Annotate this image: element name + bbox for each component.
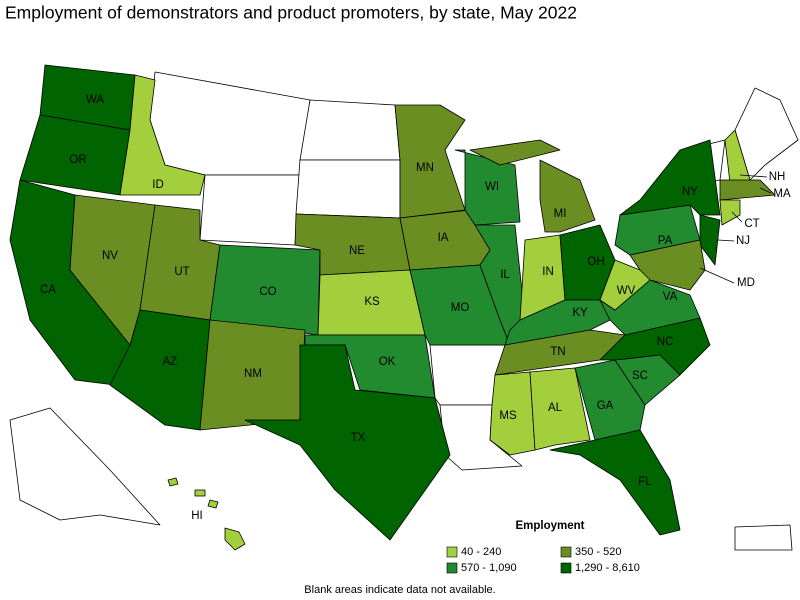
map-title: Employment of demonstrators and product … [5,3,577,23]
legend-swatch [446,562,458,574]
state-label: SC [632,370,648,382]
state-shape [549,429,681,536]
state-shape [244,344,451,541]
state-shape [9,407,161,526]
state-label: UT [174,266,189,278]
state-label: CT [744,218,759,230]
legend-label: 350 - 520 [575,546,621,558]
state-label: GA [597,400,614,412]
state-label: AL [548,402,563,414]
state-label: OR [69,154,86,166]
state-label: TX [351,432,366,444]
state-label: MO [451,302,470,314]
leader-line [717,239,735,242]
state-label: NM [244,368,262,380]
state-shape [469,139,596,233]
state-shape [474,224,526,346]
state-shape [699,214,721,266]
leader-line [731,211,743,223]
state-label: MN [416,162,434,174]
leader-line [759,187,772,194]
legend-swatch [560,546,572,558]
state-label: OK [379,356,396,368]
state-label: IL [500,269,510,281]
state-label: OH [587,256,604,268]
legend-title: Employment [515,520,584,532]
state-shape [719,179,776,201]
state-label: KS [364,296,380,308]
state-label: HI [191,510,203,522]
state-shape [574,359,646,441]
legend-swatch [446,546,458,558]
legend-swatch [560,562,572,574]
state-label: ID [152,179,164,191]
state-label: CA [40,284,56,296]
state-label: MS [499,410,517,422]
state-label: FL [638,476,652,488]
state-labels: WA OR CA ID NV UT AZ CO NM NE KS OK TX M… [40,94,791,522]
legend-label: 1,290 - 8,610 [575,562,640,574]
state-label: WA [86,94,104,106]
state-label: VA [663,291,678,303]
leader-line [739,174,768,178]
state-shape [619,139,721,216]
state-shape [734,524,793,551]
note: Blank areas indicate data not available. [304,584,495,596]
state-shape [529,367,591,451]
state-label: KY [572,307,588,319]
state-label: WI [485,181,499,193]
state-shape [167,477,246,551]
state-shape [149,71,311,176]
state-label: IN [542,266,554,278]
state-shape [719,199,741,226]
blank-states [9,71,799,551]
state-shape [299,99,401,161]
state-label: NV [102,250,118,262]
state-label: NH [769,171,786,183]
state-label: WV [617,285,636,297]
state-label: NC [657,336,674,348]
state-label: CO [259,286,276,298]
state-shape [119,74,206,196]
state-label: PA [658,235,673,247]
state-label: NJ [736,235,750,247]
state-label: AZ [163,356,178,368]
legend: 40 - 240 350 - 520 570 - 1,090 1,290 - 8,61… [446,546,640,574]
legend-label: 570 - 1,090 [461,562,517,574]
state-shape [629,239,706,291]
state-label: NE [349,245,365,257]
state-label: MA [773,188,791,200]
legend-label: 40 - 240 [461,546,501,558]
state-label: MI [554,208,567,220]
state-shape [295,159,401,219]
state-shape [199,174,301,246]
state-shape [394,104,466,219]
state-label: MD [737,277,755,289]
leader-line [699,267,735,284]
state-label: TN [550,346,565,358]
state-label: NY [682,186,698,198]
state-label: IA [438,232,449,244]
states [9,64,776,551]
